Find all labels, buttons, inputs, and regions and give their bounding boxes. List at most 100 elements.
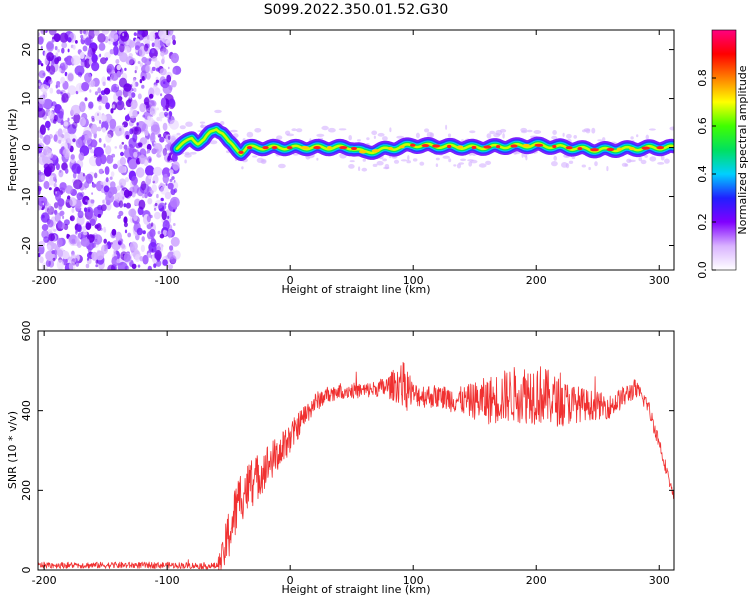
noise-blob — [171, 80, 177, 88]
noise-blob — [40, 30, 46, 35]
noise-blob — [57, 48, 60, 53]
track-peak — [339, 146, 348, 150]
noise-blob — [67, 48, 70, 53]
noise-blob — [154, 202, 158, 207]
track-peak — [313, 146, 321, 150]
noise-blob — [95, 250, 105, 261]
snr-ytick-label: 400 — [20, 400, 33, 421]
track-halo — [568, 160, 574, 164]
noise-blob — [148, 158, 152, 162]
noise-blob — [159, 136, 165, 143]
noise-blob — [98, 94, 102, 100]
noise-blob — [55, 52, 59, 57]
noise-blob — [38, 36, 44, 45]
noise-blob — [112, 163, 118, 169]
noise-blob — [162, 229, 168, 237]
track-halo — [400, 159, 408, 162]
track-halo — [562, 132, 565, 137]
track-halo — [285, 130, 291, 136]
noise-blob — [100, 204, 107, 212]
track-halo — [184, 159, 187, 164]
track-halo — [456, 163, 462, 169]
track-halo — [383, 166, 390, 170]
noise-blob — [122, 33, 125, 37]
noise-blob — [137, 264, 141, 268]
noise-blob — [138, 142, 143, 147]
noise-blob — [105, 177, 109, 183]
noise-blob — [43, 163, 50, 170]
track-halo — [552, 130, 557, 135]
noise-blob — [57, 249, 64, 258]
noise-blob — [123, 203, 127, 208]
noise-blob — [82, 30, 87, 34]
noise-blob — [134, 65, 138, 71]
noise-blob — [75, 90, 79, 95]
track-halo — [565, 163, 570, 169]
track-halo — [521, 152, 524, 158]
noise-blob — [70, 55, 81, 66]
noise-blob — [110, 242, 113, 245]
noise-blob — [38, 154, 49, 166]
noise-blob — [142, 254, 149, 265]
noise-blob — [150, 190, 154, 195]
track-halo — [551, 161, 558, 167]
noise-blob — [49, 87, 54, 94]
noise-blob — [118, 200, 124, 208]
noise-blob — [81, 134, 85, 141]
noise-blob — [146, 143, 152, 151]
noise-blob — [39, 256, 44, 264]
noise-blob — [91, 192, 93, 195]
track-halo — [588, 166, 591, 171]
track-halo — [184, 151, 190, 156]
noise-blob — [69, 196, 76, 207]
snr-frame — [37, 330, 675, 571]
noise-blob — [169, 245, 174, 251]
noise-blob — [172, 68, 177, 75]
noise-blob — [147, 265, 152, 270]
noise-blob — [160, 93, 163, 97]
noise-blob — [40, 63, 44, 67]
noise-blob — [84, 72, 92, 83]
noise-blob — [123, 189, 130, 198]
noise-blob — [47, 127, 50, 131]
noise-blob — [138, 48, 146, 58]
noise-blob — [116, 185, 121, 191]
spectrogram-xtick-label: 200 — [526, 274, 547, 287]
track-halo — [435, 157, 440, 161]
noise-blob — [134, 70, 137, 74]
track-halo — [382, 136, 388, 141]
track-halo — [460, 158, 467, 162]
noise-blob — [115, 59, 120, 64]
noise-blob — [60, 91, 63, 95]
track-halo — [296, 128, 303, 133]
colorbar-gradient — [712, 30, 736, 270]
track-halo — [396, 135, 405, 139]
noise-blob — [72, 44, 76, 50]
noise-blob — [94, 91, 99, 96]
track-halo — [606, 166, 609, 172]
noise-blob — [172, 209, 176, 213]
noise-blob — [162, 219, 170, 231]
track-halo — [581, 164, 586, 168]
noise-blob — [145, 64, 151, 73]
track-halo — [533, 130, 542, 134]
track-peak — [447, 144, 452, 149]
track-halo — [499, 128, 507, 133]
track-halo — [209, 140, 218, 145]
noise-blob — [87, 49, 93, 57]
noise-blob — [117, 96, 123, 101]
noise-blob — [139, 103, 147, 113]
noise-blob — [55, 163, 60, 171]
noise-blob — [72, 121, 78, 129]
spectrogram-xtick-label: 0 — [287, 274, 294, 287]
noise-blob — [153, 166, 163, 176]
noise-blob — [156, 107, 160, 111]
noise-blob — [97, 87, 101, 94]
noise-blob — [124, 45, 131, 54]
spectrogram-xtick-label: -100 — [155, 274, 180, 287]
noise-blob — [55, 191, 57, 194]
noise-blob — [149, 93, 154, 99]
noise-blob — [144, 129, 149, 136]
